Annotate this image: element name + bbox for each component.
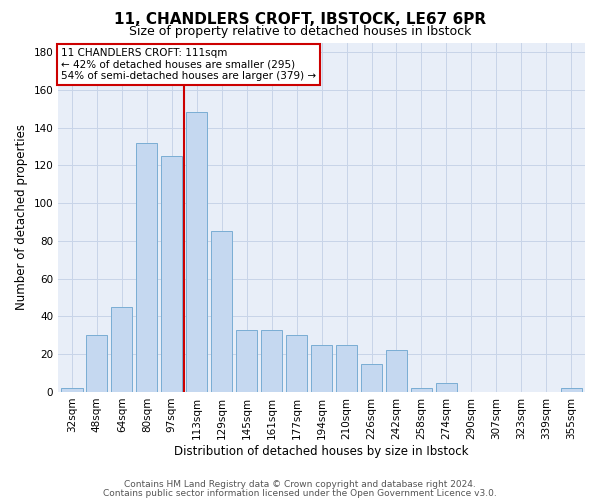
Bar — [261, 330, 282, 392]
Bar — [286, 336, 307, 392]
Bar — [186, 112, 208, 392]
Bar — [161, 156, 182, 392]
Text: 11, CHANDLERS CROFT, IBSTOCK, LE67 6PR: 11, CHANDLERS CROFT, IBSTOCK, LE67 6PR — [114, 12, 486, 28]
Bar — [336, 344, 357, 392]
X-axis label: Distribution of detached houses by size in Ibstock: Distribution of detached houses by size … — [175, 444, 469, 458]
Bar — [386, 350, 407, 392]
Bar — [560, 388, 582, 392]
Bar — [86, 336, 107, 392]
Bar — [111, 307, 133, 392]
Bar — [311, 344, 332, 392]
Bar — [361, 364, 382, 392]
Bar — [436, 382, 457, 392]
Bar — [236, 330, 257, 392]
Bar — [211, 232, 232, 392]
Bar — [136, 142, 157, 392]
Bar — [61, 388, 83, 392]
Bar — [411, 388, 432, 392]
Text: 11 CHANDLERS CROFT: 111sqm
← 42% of detached houses are smaller (295)
54% of sem: 11 CHANDLERS CROFT: 111sqm ← 42% of deta… — [61, 48, 316, 81]
Text: Contains HM Land Registry data © Crown copyright and database right 2024.: Contains HM Land Registry data © Crown c… — [124, 480, 476, 489]
Text: Contains public sector information licensed under the Open Government Licence v3: Contains public sector information licen… — [103, 488, 497, 498]
Y-axis label: Number of detached properties: Number of detached properties — [15, 124, 28, 310]
Text: Size of property relative to detached houses in Ibstock: Size of property relative to detached ho… — [129, 25, 471, 38]
